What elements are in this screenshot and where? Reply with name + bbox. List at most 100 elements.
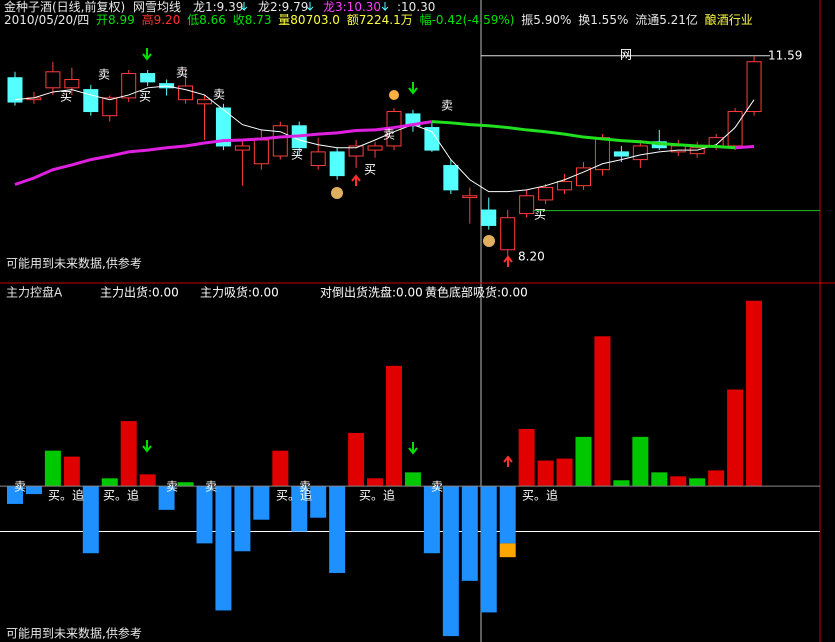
candle-body: [689, 147, 705, 155]
bar: [727, 389, 744, 487]
candle-body: [45, 71, 61, 89]
candle-body: [557, 181, 573, 191]
bar: [461, 486, 478, 581]
signal: 卖: [14, 480, 26, 494]
signal: 买: [60, 90, 72, 104]
legend-entry: 主力吸货:0.00: [200, 285, 279, 300]
signal: 买: [534, 208, 546, 222]
bar: [746, 300, 763, 487]
candle-body: [519, 195, 535, 215]
bar: [139, 474, 156, 487]
stock-title: 金种子酒(日线,前复权): [4, 0, 125, 14]
candle-body: [348, 145, 364, 157]
low-label: 8.20: [518, 249, 545, 263]
candle-body: [462, 195, 478, 199]
bar: [234, 486, 251, 552]
candle-body: [310, 151, 326, 167]
candle-body: [178, 85, 194, 101]
indicator-name: 网雪均线: [133, 0, 181, 14]
bar: [310, 486, 327, 518]
level: :10.30: [397, 0, 435, 14]
signal: 买。追: [48, 488, 84, 503]
candle-body: [329, 151, 345, 177]
signal: 买: [364, 163, 376, 177]
info: 流通5.21亿: [635, 12, 698, 27]
bar: [689, 478, 706, 487]
bar: [291, 486, 308, 532]
candle-body: [64, 79, 80, 89]
bar: [708, 470, 725, 487]
legend-entry: 黄色底部吸货:0.00: [425, 285, 528, 300]
signal: 买。追: [103, 488, 139, 503]
bar: [537, 460, 554, 487]
signal: 买: [139, 90, 151, 104]
bar: [480, 486, 497, 613]
bar: [25, 486, 42, 495]
high-label: 11.59: [768, 48, 802, 62]
candle-body: [121, 73, 137, 99]
bar: [101, 478, 118, 487]
info: 高9.20: [142, 12, 181, 27]
candle-body: [746, 61, 762, 113]
info: 2010/05/20/四: [4, 13, 89, 27]
bar: [670, 476, 687, 487]
info-line: 2010/05/20/四 开8.99 高9.20 低8.66 收8.73 量80…: [4, 12, 753, 27]
info: 额7224.1万: [347, 13, 413, 27]
info: 振5.90%: [521, 13, 571, 27]
bar: [272, 450, 289, 487]
bar: [651, 472, 668, 487]
candle-body: [424, 127, 440, 151]
candle-body: [613, 151, 629, 157]
bar: [556, 458, 573, 487]
bar: [253, 486, 270, 520]
bar: [386, 365, 402, 487]
candle-body: [234, 145, 250, 151]
bar: [499, 543, 516, 558]
legend-entry: 主力出货:0.00: [100, 285, 179, 300]
level: 龙3:10.30: [323, 0, 381, 14]
candle-body: [443, 165, 459, 191]
signal: 卖: [213, 88, 225, 102]
candle-body: [538, 186, 554, 201]
bar: [196, 486, 213, 544]
bar: [82, 486, 99, 554]
candle-body: [197, 99, 212, 105]
info: 低8.66: [187, 13, 226, 27]
level-arrows: [240, 2, 389, 12]
candle-body: [632, 145, 648, 161]
signal: 买。追: [276, 488, 312, 503]
info: 酿酒行业: [705, 12, 753, 27]
candle-body: [367, 145, 383, 151]
bar: [594, 336, 611, 487]
bar: [367, 478, 384, 487]
signal: 买。追: [359, 488, 395, 503]
signal: 卖: [431, 480, 443, 494]
bar: [177, 482, 194, 487]
candle-body: [481, 209, 497, 226]
candle-body: [83, 89, 99, 113]
level: 龙2:9.79: [258, 0, 308, 14]
bar: [575, 436, 592, 487]
bar: [423, 486, 440, 554]
signal: 卖: [383, 128, 395, 142]
bar: [120, 421, 137, 487]
legend-entry: 对倒出货洗盘:0.00: [320, 285, 423, 300]
signal: 卖: [205, 480, 217, 494]
bar: [329, 486, 346, 573]
info: 量80703.0: [278, 13, 340, 27]
info: 换1.55%: [578, 13, 628, 27]
candle-body: [576, 167, 591, 187]
candle-body: [272, 125, 288, 157]
info: 收8.73: [233, 13, 272, 27]
bar: [44, 450, 61, 487]
signal: 买。追: [522, 488, 558, 503]
arrows: [142, 48, 513, 467]
signal: 卖: [166, 480, 178, 494]
candle-body: [500, 217, 516, 251]
line: [431, 120, 736, 150]
bar: [499, 486, 516, 544]
signal: 网: [620, 48, 632, 62]
signal: 买: [291, 148, 303, 162]
info: 开8.99: [96, 13, 135, 27]
